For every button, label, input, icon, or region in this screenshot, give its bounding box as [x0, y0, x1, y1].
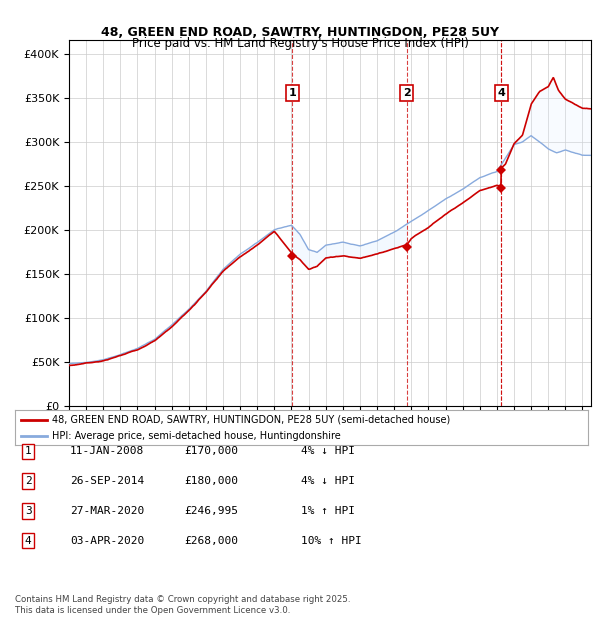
Text: 1% ↑ HPI: 1% ↑ HPI	[301, 506, 355, 516]
Text: £246,995: £246,995	[184, 506, 238, 516]
Text: £180,000: £180,000	[184, 476, 238, 486]
Text: HPI: Average price, semi-detached house, Huntingdonshire: HPI: Average price, semi-detached house,…	[52, 431, 341, 441]
Text: Contains HM Land Registry data © Crown copyright and database right 2025.: Contains HM Land Registry data © Crown c…	[15, 595, 350, 604]
Text: 10% ↑ HPI: 10% ↑ HPI	[301, 536, 362, 546]
Text: 4% ↓ HPI: 4% ↓ HPI	[301, 476, 355, 486]
Text: 26-SEP-2014: 26-SEP-2014	[70, 476, 145, 486]
Text: 4: 4	[497, 88, 505, 98]
Text: 2: 2	[403, 88, 411, 98]
Text: £268,000: £268,000	[184, 536, 238, 546]
Text: 27-MAR-2020: 27-MAR-2020	[70, 506, 145, 516]
Text: 2: 2	[25, 476, 32, 486]
Text: 4: 4	[25, 536, 32, 546]
Text: 1: 1	[289, 88, 296, 98]
Text: 03-APR-2020: 03-APR-2020	[70, 536, 145, 546]
Text: 11-JAN-2008: 11-JAN-2008	[70, 446, 145, 456]
Text: £170,000: £170,000	[184, 446, 238, 456]
Text: 48, GREEN END ROAD, SAWTRY, HUNTINGDON, PE28 5UY (semi-detached house): 48, GREEN END ROAD, SAWTRY, HUNTINGDON, …	[52, 415, 451, 425]
Text: 4% ↓ HPI: 4% ↓ HPI	[301, 446, 355, 456]
Text: Price paid vs. HM Land Registry's House Price Index (HPI): Price paid vs. HM Land Registry's House …	[131, 37, 469, 50]
Text: 48, GREEN END ROAD, SAWTRY, HUNTINGDON, PE28 5UY: 48, GREEN END ROAD, SAWTRY, HUNTINGDON, …	[101, 26, 499, 39]
Text: 3: 3	[25, 506, 32, 516]
Text: 1: 1	[25, 446, 32, 456]
Text: This data is licensed under the Open Government Licence v3.0.: This data is licensed under the Open Gov…	[15, 606, 290, 615]
